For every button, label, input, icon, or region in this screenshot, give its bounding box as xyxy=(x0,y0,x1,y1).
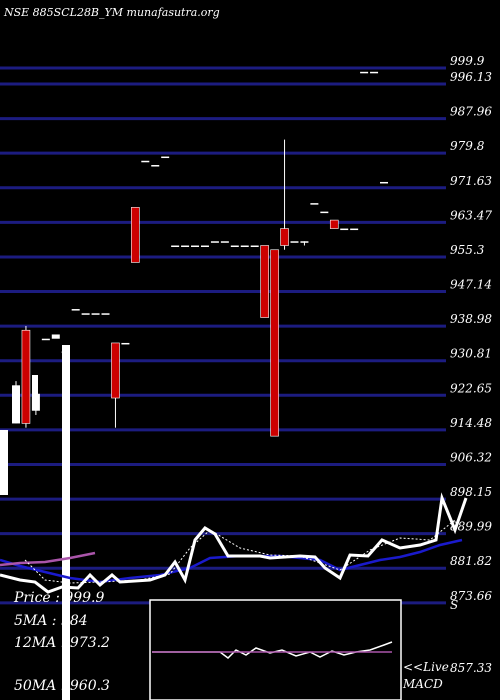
y-tick-label: 889.99 xyxy=(450,520,492,534)
indicator-labels: S <<Live MACD xyxy=(402,598,458,691)
volume-bar xyxy=(62,345,70,700)
candle-body xyxy=(200,245,209,248)
y-tick-label: 922.65 xyxy=(450,381,492,395)
y-axis-ticks: 999.9 996.13 987.96 979.8 971.63 963.47 955.3 9… xyxy=(450,54,492,675)
candle-body xyxy=(380,181,388,184)
stat-line: Price : 999.9 xyxy=(13,590,105,606)
candle-body xyxy=(280,228,289,246)
macd-panel xyxy=(149,599,402,700)
volume-bar xyxy=(0,430,8,495)
candle-body xyxy=(260,245,269,318)
oscillator-lines xyxy=(0,492,468,594)
candle-body xyxy=(320,211,329,214)
candle-body xyxy=(141,160,150,163)
candle-body xyxy=(181,245,190,248)
volume-bars xyxy=(0,345,70,700)
candle-body xyxy=(230,245,239,248)
chart-title: NSE 885SCL28B_YM munafasutra.org xyxy=(3,6,220,19)
candle-body xyxy=(340,228,349,231)
indicator-label: S xyxy=(450,598,458,612)
candle-body xyxy=(111,342,120,399)
candle-body xyxy=(161,156,170,159)
candle-body xyxy=(370,71,379,74)
candle-body xyxy=(71,309,80,311)
candle-body xyxy=(21,329,31,424)
stat-line: 12MA : 973.2 xyxy=(14,635,110,651)
candle-body xyxy=(290,241,299,243)
candle-body xyxy=(360,71,369,74)
y-tick-label: 996.13 xyxy=(450,70,492,84)
candle-body xyxy=(81,313,90,315)
y-tick-label: 881.82 xyxy=(450,554,492,568)
stat-line: 5MA : 984 xyxy=(14,613,88,629)
y-tick-label: 971.63 xyxy=(450,174,492,188)
indicator-label: <<Live xyxy=(403,660,449,674)
stat-line: 50MA : 960.3 xyxy=(14,678,110,694)
candle-body xyxy=(210,241,219,243)
candle-body xyxy=(191,245,200,248)
candle-body xyxy=(329,219,339,229)
price-line-white xyxy=(0,492,468,594)
candle-body xyxy=(300,241,309,243)
y-tick-label: 857.33 xyxy=(450,661,492,675)
macd-box xyxy=(149,599,402,700)
candle-body xyxy=(310,203,319,205)
y-tick-label: 906.32 xyxy=(450,450,492,464)
y-tick-label: 938.98 xyxy=(450,312,492,326)
y-tick-label: 955.3 xyxy=(450,243,485,257)
y-tick-label: 999.9 xyxy=(450,54,485,68)
ma-line-purple xyxy=(0,551,96,567)
y-tick-label: 873.66 xyxy=(450,589,492,603)
y-tick-label: 914.48 xyxy=(450,416,492,430)
indicator-label: MACD xyxy=(402,677,443,691)
candle-body xyxy=(270,249,279,437)
y-tick-label: 947.14 xyxy=(450,278,492,292)
candle-body xyxy=(131,207,140,263)
y-tick-label: 963.47 xyxy=(450,208,492,222)
volume-bar xyxy=(32,375,38,408)
price-stats: Price : 999.9 5MA : 984 12MA : 973.2 50MA :… xyxy=(13,590,110,694)
candle-body xyxy=(12,385,20,424)
candle-body xyxy=(61,351,70,353)
candle-body xyxy=(41,338,50,341)
y-tick-label: 987.96 xyxy=(450,105,492,119)
candle-body xyxy=(121,342,130,345)
candle-body xyxy=(350,228,359,231)
candle-body xyxy=(51,334,60,339)
ma-line-dotted xyxy=(24,519,456,584)
y-tick-label: 898.15 xyxy=(450,485,492,499)
candle-body xyxy=(91,313,100,315)
candle-body xyxy=(151,165,160,167)
candle-body xyxy=(101,313,110,315)
candle-body xyxy=(31,393,40,411)
candle-body xyxy=(171,245,180,248)
y-tick-label: 930.81 xyxy=(450,347,492,361)
y-tick-label: 979.8 xyxy=(450,139,485,153)
candle-body xyxy=(250,245,259,248)
candle-body xyxy=(220,241,229,243)
candles xyxy=(12,71,388,437)
candle-body xyxy=(240,245,249,248)
